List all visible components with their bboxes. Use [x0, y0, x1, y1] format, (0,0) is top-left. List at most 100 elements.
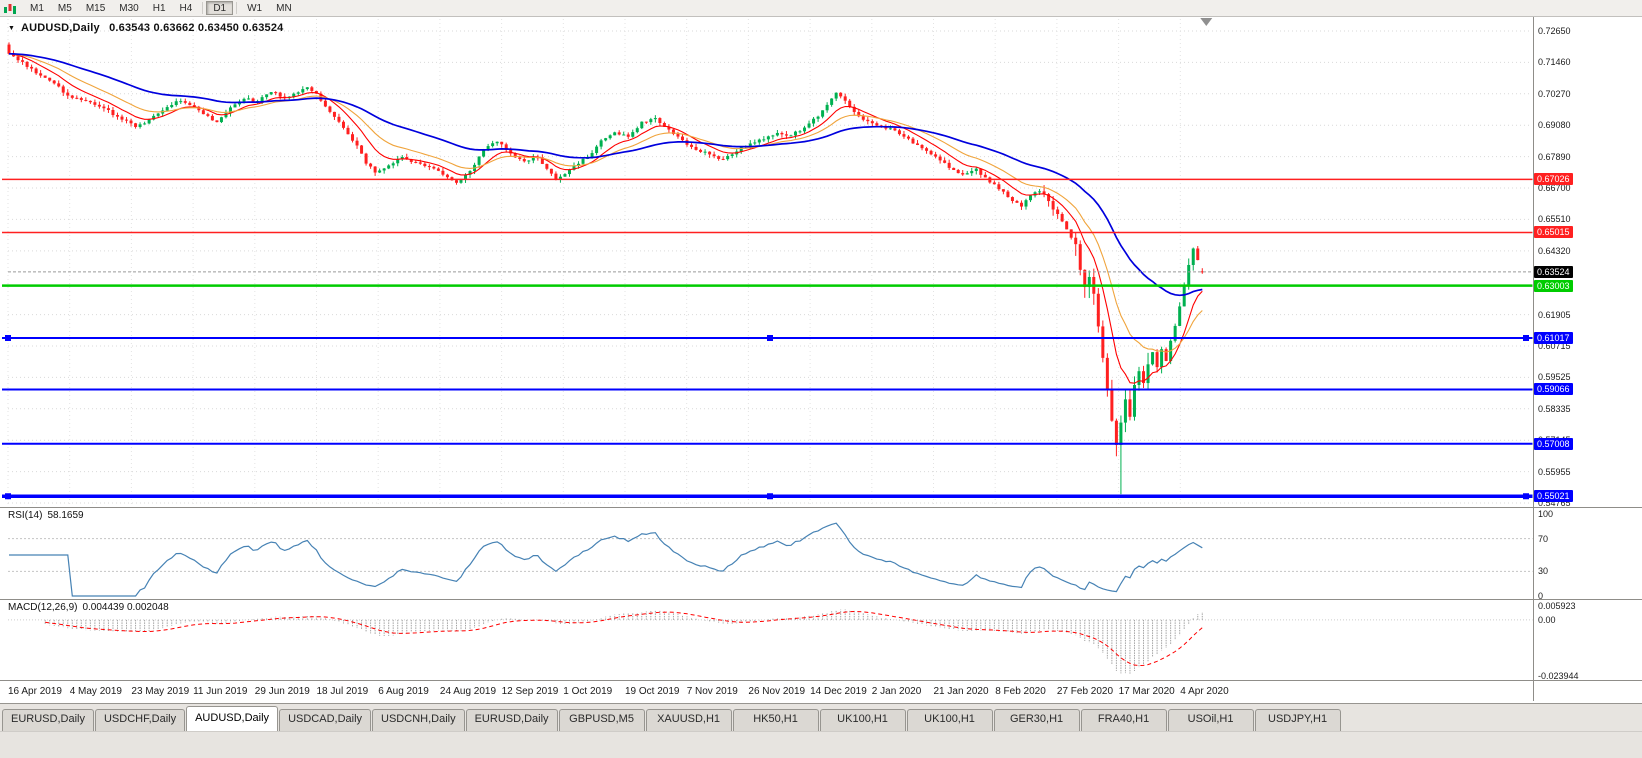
- candle-body: [115, 115, 119, 117]
- timeframe-button-m1[interactable]: M1: [30, 3, 44, 14]
- candle-body: [269, 92, 273, 95]
- price-tick-label: 0.66700: [1538, 183, 1571, 194]
- hline-handle[interactable]: [767, 493, 773, 500]
- candle-body: [12, 53, 16, 57]
- hline-handle[interactable]: [1523, 335, 1529, 342]
- price-level-badge[interactable]: 0.65015: [1534, 226, 1573, 239]
- chart-tab-usdcnh-daily[interactable]: USDCNH,Daily: [372, 709, 465, 731]
- candle-body: [436, 168, 440, 171]
- chart-tab-uk100-h1[interactable]: UK100,H1: [906, 709, 993, 731]
- candle-body: [549, 168, 553, 174]
- date-tick-label: 24 Aug 2019: [439, 686, 497, 697]
- price-tick-label: 0.65510: [1538, 214, 1571, 225]
- candle-body: [631, 132, 635, 137]
- candle-body: [730, 154, 734, 156]
- candle-body: [219, 117, 223, 123]
- chart-shift-marker-icon[interactable]: [1200, 18, 1213, 26]
- candle-body: [1051, 201, 1055, 210]
- candle-body: [522, 159, 526, 162]
- timeframe-button-m15[interactable]: M15: [85, 3, 106, 14]
- candle-body: [197, 106, 201, 111]
- chart-tab-xauusd-h1[interactable]: XAUUSD,H1: [645, 709, 732, 731]
- candle-body: [106, 108, 110, 110]
- chart-tab-fra40-h1[interactable]: FRA40,H1: [1080, 709, 1167, 731]
- chart-tab-gbpusd-m5[interactable]: GBPUSD,M5: [558, 709, 645, 731]
- candle-body: [676, 134, 680, 137]
- candle-body: [848, 100, 852, 107]
- chart-tab-usdcad-daily[interactable]: USDCAD,Daily: [279, 709, 372, 731]
- candle-body: [1042, 191, 1046, 195]
- hline-handle[interactable]: [1523, 493, 1529, 500]
- candle-body: [599, 140, 603, 147]
- candle-body: [509, 149, 513, 154]
- candle-body: [224, 113, 228, 118]
- candle-body: [373, 166, 377, 173]
- candle-body: [1015, 200, 1019, 203]
- candle-body: [992, 182, 996, 185]
- ma-medium-line: [8, 53, 1203, 353]
- price-tick-label: 0.60715: [1538, 340, 1571, 351]
- candle-body: [52, 80, 56, 84]
- chart-type-icon[interactable]: [3, 2, 17, 14]
- candle-body: [97, 104, 101, 107]
- price-level-badge[interactable]: 0.61017: [1534, 332, 1573, 344]
- chart-tab-ger30-h1[interactable]: GER30,H1: [993, 709, 1080, 731]
- candle-body: [925, 148, 929, 151]
- candle-body: [102, 106, 106, 109]
- chart-tab-usoil-h1[interactable]: USOil,H1: [1167, 709, 1254, 731]
- candle-body: [1065, 221, 1069, 230]
- chart-tab-uk100-h1[interactable]: UK100,H1: [819, 709, 906, 731]
- hline-handle[interactable]: [767, 335, 773, 342]
- chart-ohlc-values: 0.63543 0.63662 0.63450 0.63524: [109, 22, 284, 34]
- price-level-badge[interactable]: 0.55021: [1534, 490, 1573, 503]
- chart-menu-icon[interactable]: ▼: [8, 25, 16, 32]
- candle-body: [323, 100, 327, 107]
- price-axis[interactable]: 0.72650 0.71460 0.70270 0.69080 0.67890 0.667…: [1534, 0, 1642, 758]
- chart-tab-usdjpy-h1[interactable]: USDJPY,H1: [1254, 709, 1341, 731]
- price-tick-label: 0.61905: [1538, 309, 1571, 320]
- timeframe-button-h1[interactable]: H1: [152, 3, 166, 14]
- timeframe-button-mn[interactable]: MN: [276, 3, 292, 14]
- candle-body: [717, 156, 721, 159]
- price-level-badge[interactable]: 0.59066: [1534, 383, 1573, 396]
- chart-tab-audusd-daily[interactable]: AUDUSD,Daily: [186, 706, 279, 731]
- timeframe-button-d1[interactable]: D1: [206, 1, 234, 15]
- candle-body: [432, 166, 436, 169]
- candle-body: [1200, 271, 1204, 273]
- candle-body: [57, 83, 61, 87]
- timeframe-button-m5[interactable]: M5: [57, 3, 72, 14]
- timeframe-button-w1[interactable]: W1: [247, 3, 263, 14]
- price-level-badge[interactable]: 0.67026: [1534, 173, 1573, 186]
- timeframe-button-h4[interactable]: H4: [179, 3, 193, 14]
- price-level-badge[interactable]: 0.57008: [1534, 437, 1573, 450]
- candle-body: [554, 173, 558, 180]
- price-level-badge[interactable]: 0.63003: [1534, 279, 1573, 292]
- candle-body: [1096, 293, 1100, 327]
- chart-tab-eurusd-daily[interactable]: EURUSD,Daily: [2, 709, 94, 731]
- chart-tab-usdchf-daily[interactable]: USDCHF,Daily: [94, 709, 186, 731]
- timeframe-button-m30[interactable]: M30: [119, 3, 139, 14]
- candle-body: [409, 159, 413, 162]
- chart-tab-hk50-h1[interactable]: HK50,H1: [732, 709, 819, 731]
- candle-body: [1006, 191, 1010, 198]
- macd-tick-label: 0.005923: [1538, 601, 1576, 611]
- candle-body: [1155, 352, 1159, 368]
- candle-body: [414, 161, 418, 163]
- candle-body: [1142, 371, 1146, 384]
- candle-body: [518, 157, 522, 160]
- hline-handle[interactable]: [5, 335, 11, 342]
- candle-body: [1083, 269, 1087, 288]
- hline-handle[interactable]: [5, 493, 11, 500]
- chart-tab-eurusd-daily[interactable]: EURUSD,Daily: [465, 709, 558, 731]
- price-tick-label: 0.70270: [1538, 88, 1571, 99]
- candle-body: [1038, 191, 1042, 193]
- candle-body: [843, 96, 847, 101]
- price-tick-label: 0.69080: [1538, 120, 1571, 131]
- time-axis[interactable]: 16 Apr 2019 4 May 2019 23 May 2019 11 Jun 2…: [0, 683, 1533, 702]
- candle-body: [739, 147, 743, 152]
- candle-body: [346, 127, 350, 135]
- candle-body: [1056, 209, 1060, 215]
- candle-body: [21, 60, 25, 62]
- chart-region[interactable]: ▼ AUDUSD,Daily 0.63543 0.63662 0.63450 0…: [0, 17, 1642, 702]
